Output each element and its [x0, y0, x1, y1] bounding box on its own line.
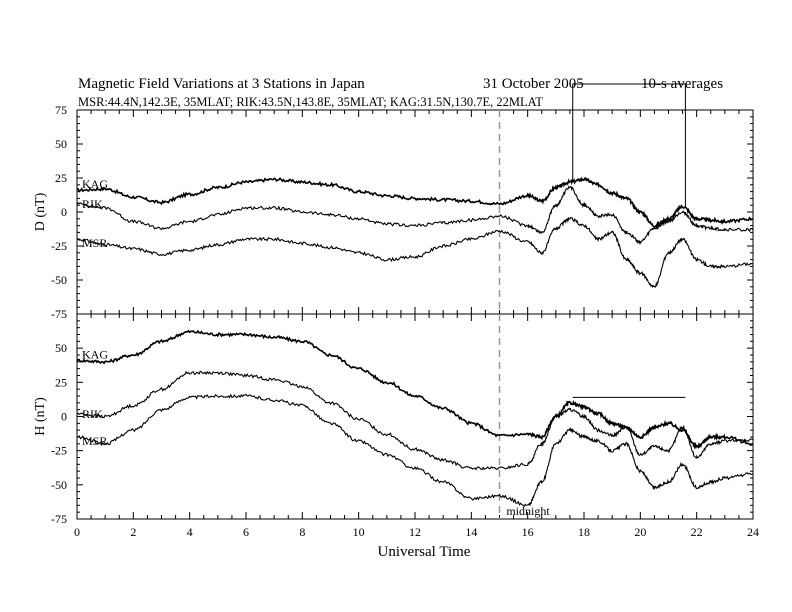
chart-title: Magnetic Field Variations at 3 Stations …	[78, 76, 365, 92]
x-tick-label: 8	[299, 525, 305, 539]
y-axis-label: D (nT)	[33, 192, 48, 231]
station-coordinates: MSR:44.4N,142.3E, 35MLAT; RIK:43.5N,143.…	[78, 95, 543, 109]
y-tick-label: 50	[55, 341, 67, 355]
y-tick-label: 75	[55, 103, 67, 117]
y-axis-label: H (nT)	[33, 397, 48, 436]
series-kag-line	[76, 329, 754, 450]
series-msr-line	[76, 393, 754, 508]
x-tick-label: 4	[187, 525, 193, 539]
chart-date: 31 October 2005	[483, 76, 584, 92]
x-tick-label: 18	[578, 525, 590, 539]
x-tick-label: 14	[465, 525, 477, 539]
x-tick-label: 22	[691, 525, 703, 539]
midnight-annotation: midnight	[506, 504, 550, 518]
series-label-kag: KAG	[82, 347, 108, 361]
x-tick-label: 20	[634, 525, 646, 539]
series-label-rik: RIK	[82, 407, 103, 421]
x-tick-label: 6	[243, 525, 249, 539]
y-tick-label: 25	[55, 171, 67, 185]
series-msr-line	[76, 216, 754, 289]
y-tick-label: -25	[51, 444, 67, 458]
series-label-msr: MSR	[82, 236, 107, 250]
y-tick-label: 0	[61, 205, 67, 219]
series-label-rik: RIK	[82, 197, 103, 211]
y-tick-label: -25	[51, 239, 67, 253]
y-tick-label: -75	[51, 307, 67, 321]
x-tick-label: 24	[747, 525, 759, 539]
x-tick-label: 12	[409, 525, 421, 539]
x-tick-label: 10	[353, 525, 365, 539]
y-tick-label: -50	[51, 273, 67, 287]
panel-d: -75 -50 -25 0 25 50 75 D (nT) KAG RIK MSR	[33, 83, 754, 321]
y-tick-label: 50	[55, 137, 67, 151]
x-axis-label: Universal Time	[378, 544, 471, 560]
y-tick-label: 0	[61, 410, 67, 424]
y-tick-label: -50	[51, 478, 67, 492]
series-rik-line	[76, 370, 754, 471]
y-tick-label: 25	[55, 375, 67, 389]
plot-frame	[76, 109, 754, 315]
x-tick-label: 0	[74, 525, 80, 539]
x-tick-label: 16	[522, 525, 534, 539]
x-tick-label: 2	[130, 525, 136, 539]
series-label-msr: MSR	[82, 434, 107, 448]
plot-frame	[76, 313, 754, 520]
data-gap-bracket	[572, 83, 686, 208]
series-kag-line	[76, 176, 754, 228]
series-rik-line	[76, 185, 754, 245]
y-tick-label: -75	[51, 512, 67, 526]
series-label-kag: KAG	[82, 177, 108, 191]
